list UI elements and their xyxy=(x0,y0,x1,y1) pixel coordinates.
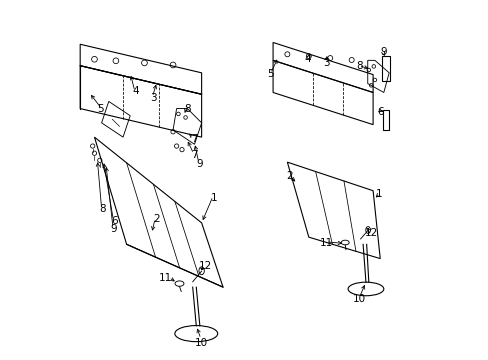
Text: 1: 1 xyxy=(375,189,382,199)
Bar xyxy=(381,56,389,81)
Text: 8: 8 xyxy=(183,104,190,113)
Text: 7: 7 xyxy=(191,150,198,160)
Text: 2: 2 xyxy=(153,214,160,224)
Text: 2: 2 xyxy=(285,171,292,181)
Text: 9: 9 xyxy=(196,159,203,169)
Text: 4: 4 xyxy=(304,54,311,64)
Text: 6: 6 xyxy=(376,107,383,117)
Text: 9: 9 xyxy=(380,47,386,57)
Text: 8: 8 xyxy=(99,204,105,214)
Text: 3: 3 xyxy=(150,93,156,103)
Text: 10: 10 xyxy=(194,338,207,347)
Text: 3: 3 xyxy=(323,58,329,68)
Text: 9: 9 xyxy=(110,224,117,234)
Text: 12: 12 xyxy=(198,261,211,271)
Text: 10: 10 xyxy=(352,294,366,303)
Bar xyxy=(382,111,388,130)
Text: 11: 11 xyxy=(159,273,172,283)
Text: 7: 7 xyxy=(191,134,198,144)
Text: 11: 11 xyxy=(319,238,333,248)
Text: 1: 1 xyxy=(210,193,217,203)
Text: 4: 4 xyxy=(132,86,139,96)
Text: 5: 5 xyxy=(267,68,273,78)
Text: 8: 8 xyxy=(356,62,363,71)
Text: 6: 6 xyxy=(111,216,117,226)
Text: 5: 5 xyxy=(97,104,103,113)
Text: 12: 12 xyxy=(364,228,377,238)
